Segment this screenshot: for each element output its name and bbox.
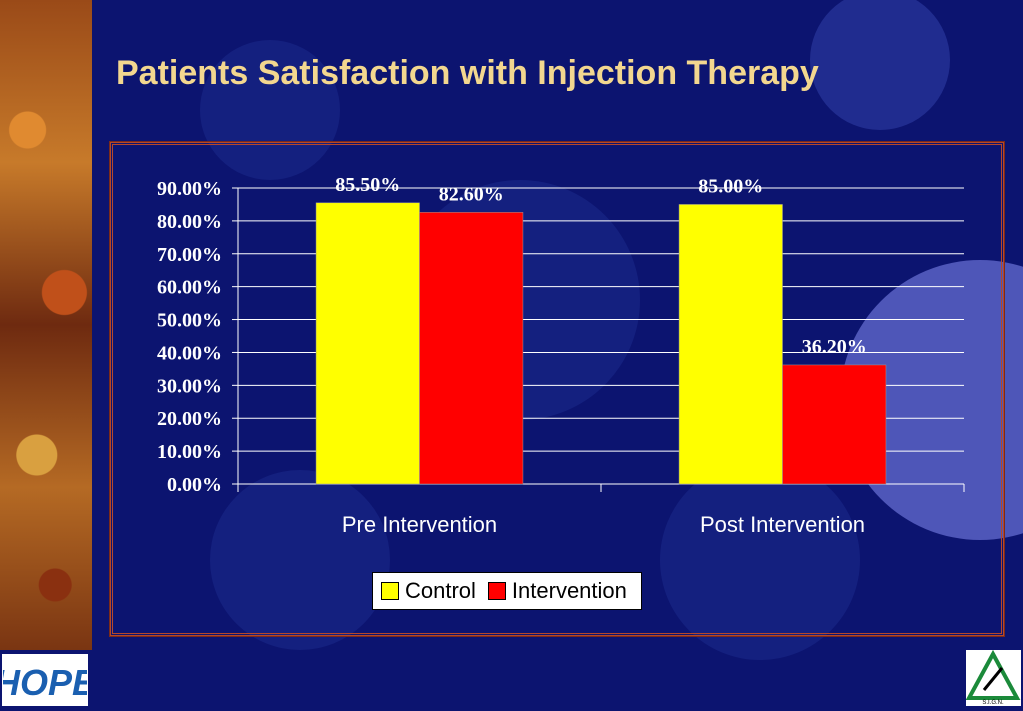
legend-swatch-control: [381, 582, 399, 600]
hope-logo: HOPE: [2, 654, 88, 706]
y-tick-label: 20.00%: [157, 408, 222, 430]
bar-control-0: [315, 202, 420, 485]
svg-text:HOPE: HOPE: [3, 662, 87, 703]
chart-frame: [109, 141, 1005, 637]
y-tick-label: 10.00%: [157, 441, 222, 463]
sign-logo-mark: S.I.G.N.: [965, 649, 1021, 706]
legend-item-control: Control: [381, 578, 476, 604]
slide-title: Patients Satisfaction with Injection The…: [116, 54, 819, 92]
y-tick-label: 30.00%: [157, 375, 222, 397]
bar-intervention-1: [782, 364, 887, 485]
legend-label-intervention: Intervention: [511, 578, 627, 603]
bar-control-1: [678, 204, 783, 485]
legend-label-control: Control: [405, 578, 476, 603]
svg-text:S.I.G.N.: S.I.G.N.: [982, 700, 1004, 706]
decorative-gear-strip: [0, 0, 92, 650]
data-label: 85.00%: [698, 175, 763, 197]
hope-logo-mark: HOPE: [3, 662, 87, 703]
chart-legend: Control Intervention: [372, 572, 642, 610]
bar-intervention-0: [419, 212, 524, 485]
legend-item-intervention: Intervention: [487, 578, 627, 604]
sign-logo: S.I.G.N.: [965, 649, 1021, 706]
data-labels: 85.50% 82.60% 85.00% 36.20%: [335, 174, 866, 358]
y-tick-label: 40.00%: [157, 342, 222, 364]
y-tick-label: 60.00%: [157, 277, 222, 299]
bar-series: [315, 202, 887, 485]
legend-swatch-intervention: [487, 582, 506, 600]
y-tick-label: 70.00%: [157, 244, 222, 266]
y-axis-ticks: 0.00% 10.00% 20.00% 30.00% 40.00% 50.00% 60.00…: [157, 178, 238, 496]
y-tick-label: 90.00%: [157, 178, 222, 200]
data-label: 85.50%: [335, 174, 400, 196]
category-label: Post Intervention: [700, 512, 865, 537]
x-axis-categories: Pre Intervention Post Intervention: [342, 512, 865, 537]
y-tick-label: 0.00%: [167, 474, 222, 496]
category-label: Pre Intervention: [342, 512, 497, 537]
y-tick-label: 80.00%: [157, 211, 222, 233]
data-label: 36.20%: [802, 336, 867, 358]
y-tick-label: 50.00%: [157, 310, 222, 332]
data-label: 82.60%: [439, 183, 504, 205]
